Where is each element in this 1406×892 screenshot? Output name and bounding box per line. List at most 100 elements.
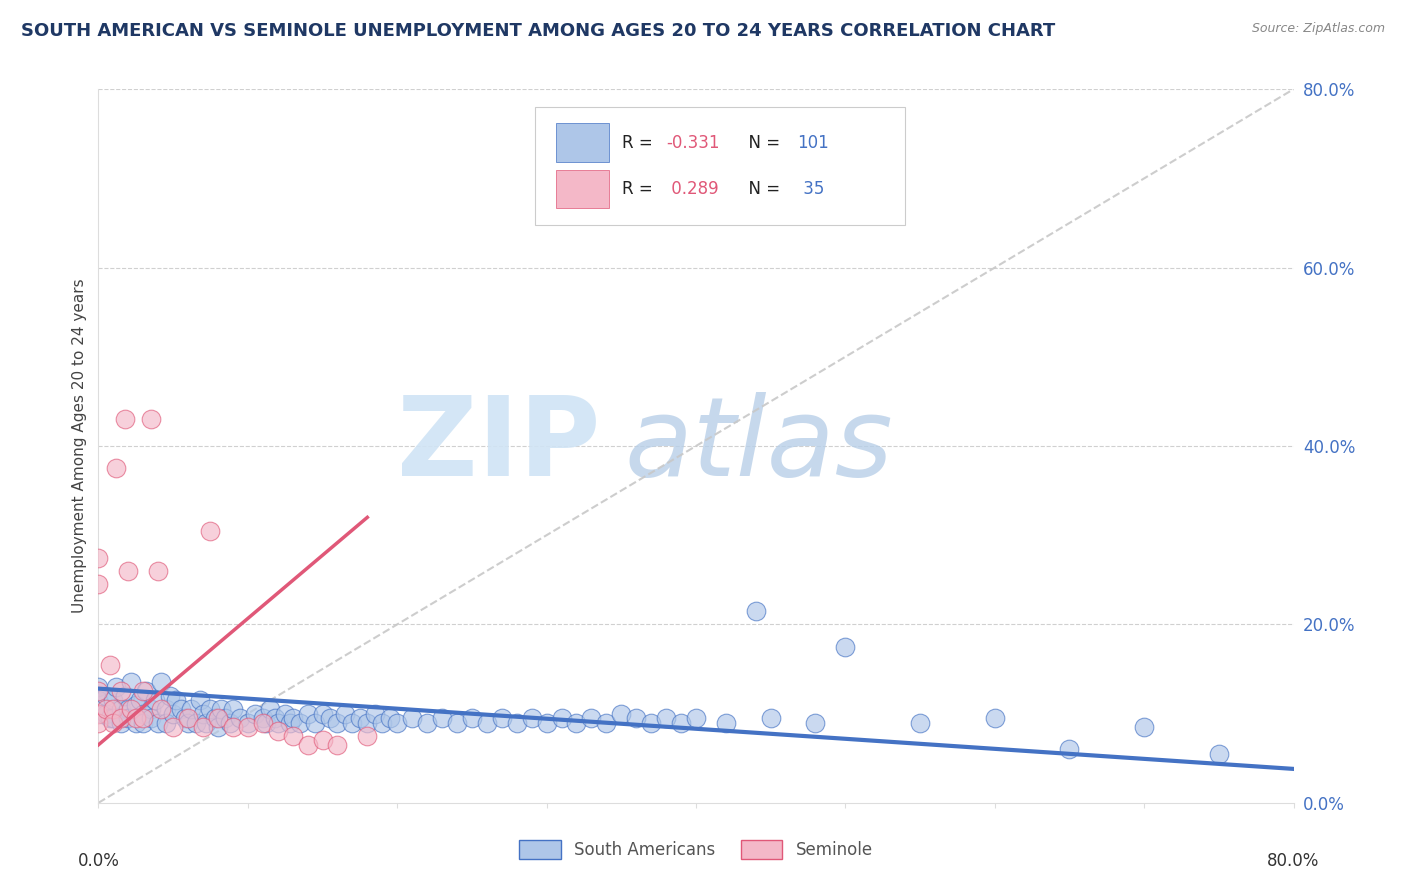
Point — [745, 604, 768, 618]
Point — [200, 524, 222, 538]
Point — [139, 412, 162, 426]
Point — [117, 702, 139, 716]
Point — [180, 702, 202, 716]
Point — [319, 711, 342, 725]
Point — [236, 720, 259, 734]
Point — [214, 711, 236, 725]
Point — [129, 693, 152, 707]
Point — [984, 711, 1007, 725]
Point — [162, 720, 184, 734]
Point — [416, 715, 439, 730]
Point — [120, 675, 142, 690]
Point — [125, 715, 148, 730]
Text: atlas: atlas — [624, 392, 893, 500]
Point — [430, 711, 453, 725]
Point — [155, 702, 177, 716]
Point — [714, 715, 737, 730]
Point — [342, 715, 364, 730]
Point — [263, 711, 285, 725]
Point — [274, 706, 297, 721]
Legend: South Americans, Seminole: South Americans, Seminole — [513, 833, 879, 866]
Point — [259, 702, 281, 716]
Point — [155, 715, 177, 730]
Point — [1208, 747, 1230, 761]
Point — [105, 461, 128, 475]
Point — [159, 689, 181, 703]
Point — [204, 711, 226, 725]
FancyBboxPatch shape — [557, 123, 609, 162]
Point — [148, 564, 170, 578]
Text: 101: 101 — [797, 134, 830, 152]
Point — [94, 702, 117, 716]
Point — [132, 706, 155, 721]
Point — [143, 693, 166, 707]
Point — [222, 702, 245, 716]
Point — [446, 715, 468, 730]
Point — [245, 706, 267, 721]
Point — [125, 711, 148, 725]
Point — [114, 689, 136, 703]
Point — [1059, 742, 1081, 756]
Point — [491, 711, 513, 725]
Point — [595, 715, 617, 730]
Point — [252, 715, 274, 730]
Point — [188, 693, 211, 707]
Text: N =: N = — [738, 134, 785, 152]
Point — [139, 711, 162, 725]
Point — [520, 711, 543, 725]
Point — [177, 715, 200, 730]
Point — [236, 715, 259, 730]
Point — [110, 715, 132, 730]
Text: Source: ZipAtlas.com: Source: ZipAtlas.com — [1251, 22, 1385, 36]
Point — [371, 715, 394, 730]
Point — [150, 702, 173, 716]
Point — [655, 711, 678, 725]
Point — [364, 706, 387, 721]
Point — [356, 729, 378, 743]
Point — [87, 706, 110, 721]
Text: 0.0%: 0.0% — [77, 852, 120, 870]
Point — [326, 715, 349, 730]
Point — [177, 711, 200, 725]
Point — [311, 706, 333, 721]
Point — [229, 711, 252, 725]
Point — [87, 550, 110, 565]
Text: ZIP: ZIP — [396, 392, 600, 500]
Text: R =: R = — [621, 180, 658, 198]
Point — [626, 711, 648, 725]
Point — [91, 706, 114, 721]
Point — [94, 706, 117, 721]
Point — [685, 711, 707, 725]
Point — [297, 738, 319, 752]
Point — [87, 577, 110, 591]
Point — [98, 711, 122, 725]
Point — [87, 684, 110, 698]
Text: SOUTH AMERICAN VS SEMINOLE UNEMPLOYMENT AMONG AGES 20 TO 24 YEARS CORRELATION CH: SOUTH AMERICAN VS SEMINOLE UNEMPLOYMENT … — [21, 22, 1056, 40]
Point — [207, 720, 229, 734]
Point — [94, 689, 117, 703]
Point — [103, 711, 125, 725]
Point — [401, 711, 423, 725]
Point — [117, 564, 139, 578]
Point — [281, 729, 304, 743]
Point — [640, 715, 662, 730]
Point — [174, 711, 197, 725]
Point — [385, 715, 409, 730]
Point — [150, 675, 173, 690]
Point — [278, 715, 301, 730]
Point — [120, 702, 142, 716]
Point — [610, 706, 633, 721]
Point — [162, 706, 184, 721]
Point — [132, 711, 155, 725]
Point — [349, 711, 371, 725]
Point — [148, 715, 170, 730]
Point — [304, 715, 326, 730]
Point — [1133, 720, 1156, 734]
Point — [311, 733, 333, 747]
FancyBboxPatch shape — [534, 107, 905, 225]
Point — [191, 706, 214, 721]
Point — [87, 680, 110, 694]
Point — [222, 720, 245, 734]
Point — [135, 684, 157, 698]
Point — [169, 702, 191, 716]
